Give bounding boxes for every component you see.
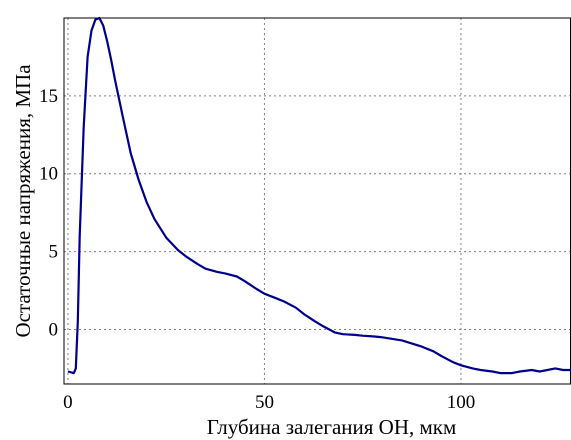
x-tick-label: 100 xyxy=(447,392,476,413)
tick-labels: 0 50 100 0 5 10 15 xyxy=(39,86,475,413)
y-tick-label: 5 xyxy=(49,242,59,263)
y-tick-label: 15 xyxy=(39,86,58,107)
x-tick-label: 50 xyxy=(255,392,274,413)
x-tick-label: 0 xyxy=(63,392,73,413)
grid xyxy=(64,18,571,384)
y-tick-label: 10 xyxy=(39,164,58,185)
x-axis-label: Глубина залегания ОН, мкм xyxy=(207,415,457,439)
y-tick-label: 0 xyxy=(49,319,59,340)
series-line xyxy=(67,16,571,375)
y-axis-label: Остаточные напряжения, МПа xyxy=(11,64,35,338)
